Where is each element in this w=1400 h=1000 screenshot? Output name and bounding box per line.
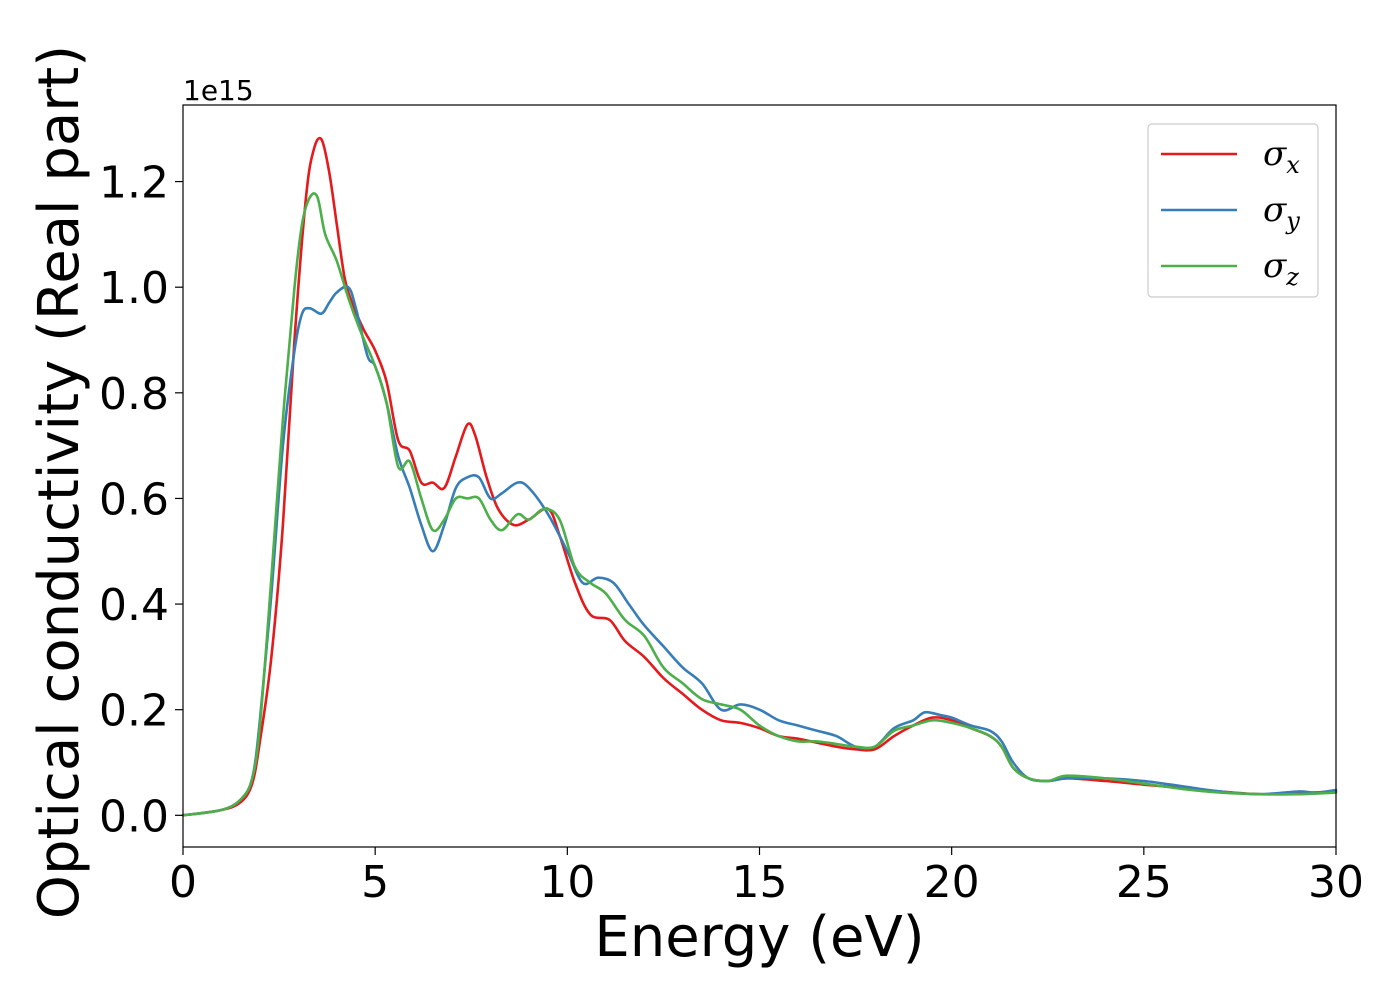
y-tick-label: 1.0 — [99, 263, 169, 314]
x-tick-label: 30 — [1308, 857, 1364, 908]
x-tick-label: 0 — [169, 857, 197, 908]
y-tick-label: 1.2 — [99, 158, 169, 209]
x-axis-title: Energy (eV) — [594, 905, 924, 970]
series-line-z — [181, 192, 1338, 817]
y-tick-label: 0.2 — [99, 686, 169, 737]
legend-label-subscript: x — [1286, 151, 1300, 179]
y-tick-label: 0.4 — [99, 580, 169, 631]
y-tick-label: 0.6 — [99, 474, 169, 525]
y-axis-title: Optical conductivity (Real part) — [27, 45, 92, 919]
legend-label-base: σ — [1263, 190, 1287, 230]
legend-label-base: σ — [1263, 246, 1287, 286]
legend-label-x: σx — [1263, 134, 1300, 179]
legend-label-subscript: z — [1285, 263, 1299, 291]
series-line-y — [181, 285, 1338, 817]
legend-label-y: σy — [1263, 190, 1300, 235]
x-tick-label: 5 — [361, 857, 389, 908]
y-tick-label: 0.0 — [99, 791, 169, 842]
series-lines — [181, 136, 1338, 817]
x-tick-label: 15 — [732, 857, 788, 908]
x-axis-ticks: 0 5 10 15 20 25 30 — [169, 847, 1364, 908]
legend-label-z: σz — [1263, 246, 1299, 291]
legend-label-base: σ — [1263, 134, 1287, 174]
legend-label-subscript: y — [1285, 207, 1300, 235]
x-tick-label: 25 — [1116, 857, 1172, 908]
y-axis-offset-label: 1e15 — [183, 74, 254, 107]
x-tick-label: 10 — [539, 857, 595, 908]
y-tick-label: 0.8 — [99, 369, 169, 420]
x-tick-label: 20 — [924, 857, 980, 908]
y-axis-ticks: 0.0 0.2 0.4 0.6 0.8 1.0 1.2 — [99, 158, 183, 842]
